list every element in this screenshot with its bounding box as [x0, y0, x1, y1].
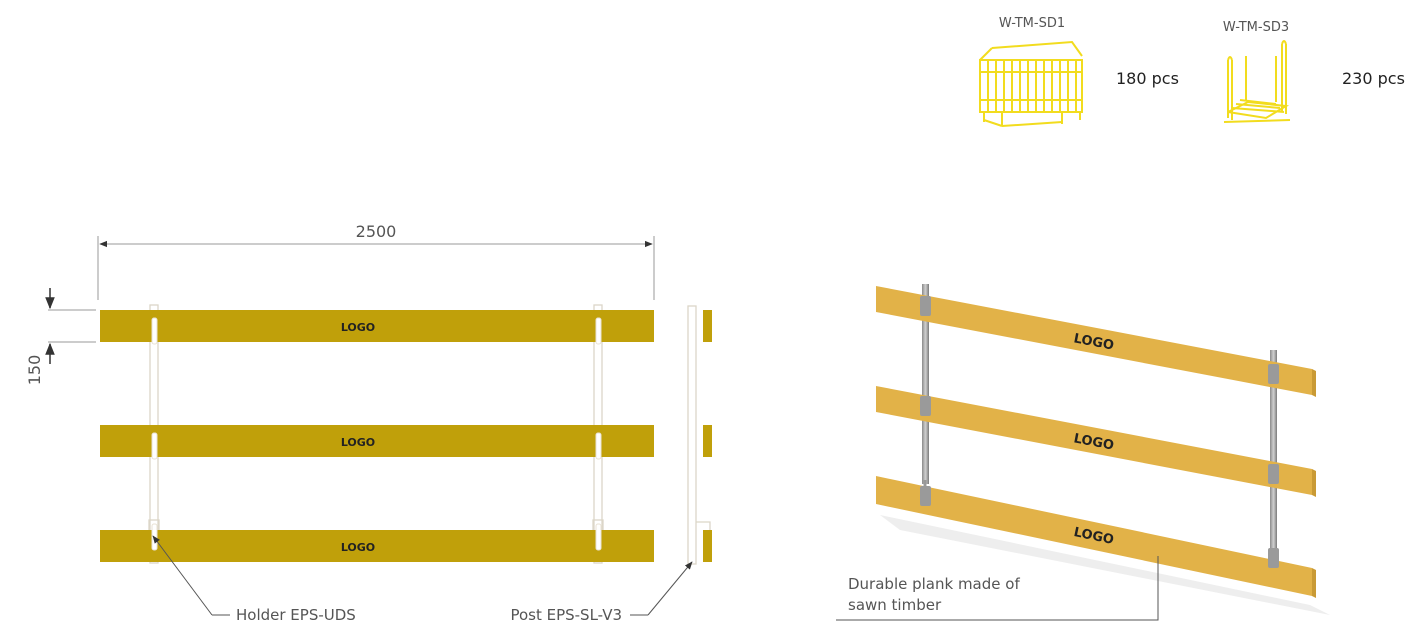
width-dimension-value: 2500 [356, 222, 397, 241]
render-holders [920, 296, 1279, 568]
plank-label-line2: sawn timber [848, 596, 942, 614]
plank-bottom: LOGO [100, 530, 654, 562]
plank-top: LOGO [100, 310, 654, 342]
packaging-qty-sd3: 230 pcs [1342, 69, 1405, 88]
plank-bottom-logo: LOGO [341, 541, 375, 554]
render-plank-bottom: LOGO [876, 476, 1316, 598]
technical-drawing: 2500 150 LOGO LOGO LO [25, 222, 712, 624]
post-callout: Post EPS-SL-V3 [510, 561, 693, 624]
holder-callout: Holder EPS-UDS [152, 535, 356, 624]
crate-sd1-icon [979, 40, 1083, 127]
plank-callout: Durable plank made of sawn timber [836, 556, 1159, 621]
plank-middle-logo: LOGO [341, 436, 375, 449]
plank-middle: LOGO [100, 425, 654, 457]
height-dimension-value: 150 [25, 355, 44, 386]
post-label: Post EPS-SL-V3 [510, 606, 622, 624]
plank-top-logo: LOGO [341, 321, 375, 334]
packaging-qty-sd1: 180 pcs [1116, 69, 1179, 88]
render-plank-top-logo: LOGO [1072, 331, 1115, 353]
guardrail-render: LOGO LOGO LOGO Durable plank made of saw… [836, 284, 1330, 621]
packaging-code-sd3: W-TM-SD3 [1223, 20, 1289, 35]
packaging-item-sd3: W-TM-SD3 230 pcs [1223, 20, 1405, 123]
holder-label: Holder EPS-UDS [236, 606, 356, 624]
render-plank-middle: LOGO [876, 386, 1316, 497]
side-view [687, 305, 712, 565]
render-plank-top: LOGO [876, 286, 1316, 397]
packaging-code-sd1: W-TM-SD1 [999, 16, 1065, 31]
stack-rack-sd3-icon [1223, 40, 1291, 123]
width-dimension: 2500 [97, 222, 655, 300]
height-dimension: 150 [25, 288, 96, 385]
render-plank-middle-logo: LOGO [1072, 431, 1115, 453]
packaging-item-sd1: W-TM-SD1 [979, 16, 1179, 127]
plank-label-line1: Durable plank made of [848, 575, 1020, 593]
